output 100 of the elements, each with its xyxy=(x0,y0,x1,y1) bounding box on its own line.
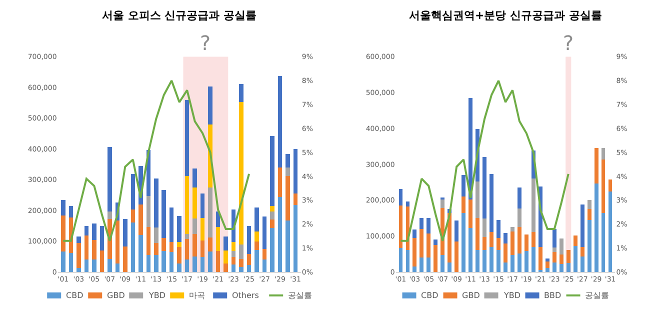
bar xyxy=(270,136,274,206)
bar xyxy=(108,211,112,220)
bar xyxy=(426,218,431,234)
chart-title: 서울핵심권역+분당 신규공급과 공실률 xyxy=(409,9,602,22)
bar xyxy=(76,236,81,244)
bar xyxy=(200,257,205,272)
bar xyxy=(406,250,410,272)
legend-label: Others xyxy=(232,291,259,300)
bar xyxy=(601,160,606,213)
bar xyxy=(192,188,197,218)
bar xyxy=(239,267,244,272)
bar xyxy=(239,244,244,259)
bar xyxy=(246,254,252,266)
bar xyxy=(286,220,290,272)
bar xyxy=(92,240,96,260)
bar xyxy=(254,231,259,242)
bar xyxy=(462,175,466,196)
bar xyxy=(482,157,486,219)
bar xyxy=(468,200,472,228)
bar xyxy=(262,260,267,272)
bar xyxy=(398,248,403,272)
bar xyxy=(559,254,564,264)
band-label: ? xyxy=(200,31,211,55)
bar xyxy=(123,219,128,246)
bar xyxy=(420,228,424,258)
bar xyxy=(559,264,564,272)
bar xyxy=(504,262,508,272)
bar xyxy=(524,234,528,252)
bar xyxy=(231,257,236,264)
bar xyxy=(566,263,570,272)
bar xyxy=(546,258,550,262)
bar xyxy=(154,178,158,228)
bar xyxy=(546,262,550,268)
bar xyxy=(420,258,424,272)
bar xyxy=(192,218,197,234)
bar xyxy=(580,256,584,272)
bar xyxy=(573,235,578,246)
bar xyxy=(286,154,290,168)
bar xyxy=(476,182,480,218)
bar xyxy=(68,206,74,218)
bar xyxy=(216,226,220,252)
bar xyxy=(482,218,486,238)
bar xyxy=(448,262,452,272)
bar xyxy=(608,191,612,272)
band-label: ? xyxy=(563,31,574,55)
bar xyxy=(254,207,259,232)
bar xyxy=(270,206,274,212)
line-series xyxy=(62,80,250,242)
bar xyxy=(169,207,174,242)
bar xyxy=(224,250,228,264)
legend-label: YBD xyxy=(148,291,166,300)
bar xyxy=(518,253,522,272)
bar xyxy=(208,86,212,125)
legend-label: BBD xyxy=(544,291,562,300)
bar xyxy=(184,260,190,272)
bar xyxy=(580,246,584,257)
bar xyxy=(454,242,459,272)
bar xyxy=(293,204,298,272)
bar xyxy=(246,226,252,254)
bar xyxy=(61,251,66,272)
bar xyxy=(286,176,290,221)
bar xyxy=(462,213,466,272)
legend-label: 공실률 xyxy=(288,291,312,300)
bar xyxy=(412,266,417,272)
bar xyxy=(398,189,403,206)
bar xyxy=(100,250,104,272)
bar xyxy=(490,232,494,247)
bar xyxy=(482,250,486,272)
bar xyxy=(566,250,570,264)
bar xyxy=(482,237,486,250)
bar xyxy=(200,218,205,241)
bar xyxy=(92,223,96,240)
legend-label: YBD xyxy=(503,291,521,300)
bar xyxy=(552,228,556,248)
bar xyxy=(462,196,466,214)
legend-label: CBD xyxy=(421,291,438,300)
bar xyxy=(262,248,267,260)
bar xyxy=(426,233,431,258)
legend-label: GBD xyxy=(462,291,480,300)
bar xyxy=(84,260,89,272)
bar xyxy=(84,236,89,260)
bar xyxy=(510,255,514,272)
bar xyxy=(177,216,182,242)
bar xyxy=(518,227,522,254)
bar xyxy=(184,234,190,239)
bar xyxy=(434,245,438,272)
bar xyxy=(440,255,445,272)
bar xyxy=(532,246,536,272)
bar xyxy=(559,238,564,254)
bar xyxy=(162,251,166,272)
bar xyxy=(115,264,120,272)
bar xyxy=(552,248,556,252)
bar xyxy=(162,238,166,252)
bar xyxy=(130,222,136,272)
legend-label: CBD xyxy=(66,291,84,300)
bar xyxy=(138,235,143,272)
bar xyxy=(490,174,494,232)
bar xyxy=(412,230,417,238)
bar xyxy=(587,200,592,210)
bar xyxy=(270,220,274,228)
